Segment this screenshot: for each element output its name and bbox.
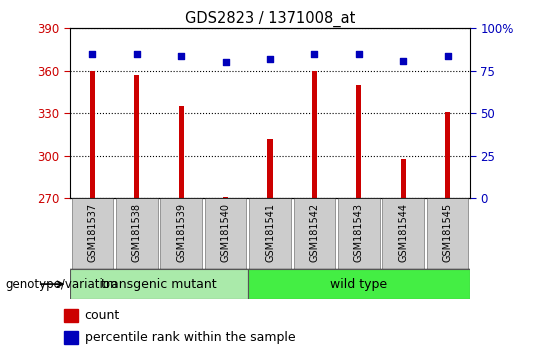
Text: GSM181545: GSM181545	[443, 202, 453, 262]
Point	[443, 53, 452, 58]
Text: percentile rank within the sample: percentile rank within the sample	[85, 331, 295, 344]
FancyBboxPatch shape	[249, 198, 291, 269]
Bar	[179, 106, 184, 198]
FancyBboxPatch shape	[427, 198, 469, 269]
Bar	[401, 159, 406, 198]
FancyBboxPatch shape	[294, 198, 335, 269]
Point	[266, 56, 274, 62]
Text: genotype/variation: genotype/variation	[5, 278, 118, 291]
Point	[88, 51, 97, 57]
Point	[399, 58, 408, 63]
Text: GSM181544: GSM181544	[398, 203, 408, 262]
Text: wild type: wild type	[330, 278, 387, 291]
Point	[221, 59, 230, 65]
FancyBboxPatch shape	[71, 198, 113, 269]
Bar	[223, 197, 228, 198]
Bar	[312, 71, 317, 198]
Bar	[90, 71, 95, 198]
Text: GSM181543: GSM181543	[354, 203, 364, 262]
Bar	[134, 75, 139, 198]
FancyBboxPatch shape	[205, 198, 246, 269]
FancyBboxPatch shape	[116, 198, 158, 269]
Bar	[64, 309, 78, 322]
FancyBboxPatch shape	[382, 198, 424, 269]
Text: transgenic mutant: transgenic mutant	[101, 278, 217, 291]
FancyBboxPatch shape	[70, 269, 248, 299]
Text: GSM181538: GSM181538	[132, 203, 142, 262]
Text: count: count	[85, 309, 120, 322]
FancyBboxPatch shape	[160, 198, 202, 269]
Text: GSM181539: GSM181539	[176, 203, 186, 262]
FancyBboxPatch shape	[338, 198, 380, 269]
Bar	[445, 112, 450, 198]
FancyBboxPatch shape	[248, 269, 470, 299]
Bar	[64, 331, 78, 344]
Text: GSM181540: GSM181540	[221, 203, 231, 262]
Point	[310, 51, 319, 57]
Text: GSM181542: GSM181542	[309, 202, 319, 262]
Text: GSM181541: GSM181541	[265, 203, 275, 262]
Title: GDS2823 / 1371008_at: GDS2823 / 1371008_at	[185, 11, 355, 27]
Bar	[267, 139, 273, 198]
Bar	[356, 85, 361, 198]
Point	[177, 53, 186, 58]
Point	[132, 51, 141, 57]
Point	[354, 51, 363, 57]
Text: GSM181537: GSM181537	[87, 202, 97, 262]
